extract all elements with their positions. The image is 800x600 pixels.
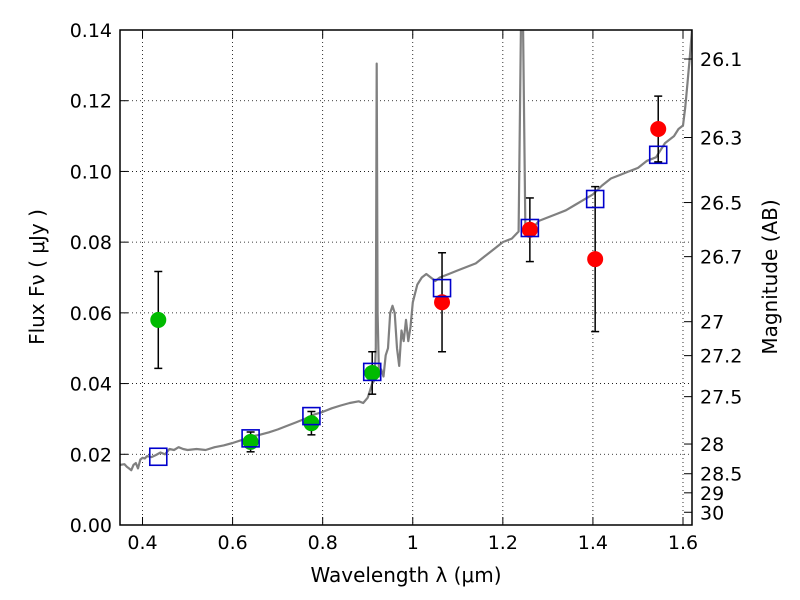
spectrum-line xyxy=(120,30,692,472)
y-tick-label: 0.08 xyxy=(70,232,112,254)
data-point xyxy=(364,364,381,381)
y2-tick-label: 26.5 xyxy=(700,193,742,215)
y2-tick-label: 27 xyxy=(700,312,724,334)
y-tick-label: 0.12 xyxy=(70,91,112,113)
y2-tick-label: 30 xyxy=(700,502,724,524)
data-point xyxy=(150,311,167,328)
model-point xyxy=(302,406,321,426)
x-tick-label: 0.6 xyxy=(217,532,247,554)
x-tick-label: 0.4 xyxy=(127,532,157,554)
data-point xyxy=(242,433,259,450)
data-point xyxy=(650,121,667,137)
model-point xyxy=(148,447,168,467)
x-tick-label: 1.4 xyxy=(578,532,608,554)
plot-background xyxy=(120,30,692,525)
data-point xyxy=(434,294,451,311)
x-tick-label: 1.6 xyxy=(668,532,698,554)
model-point xyxy=(432,278,452,298)
x-tick-label: 0.8 xyxy=(308,532,338,554)
data-layer xyxy=(120,30,692,472)
y2-tick-label: 29 xyxy=(700,483,724,505)
y-tick-label: 0.10 xyxy=(70,161,112,183)
y-tick-label: 0.00 xyxy=(70,515,112,537)
y-axis-label: Flux Fν ( μJy ) xyxy=(25,209,49,345)
model-point xyxy=(585,189,605,209)
model-point xyxy=(362,362,382,382)
y-tick-label: 0.06 xyxy=(70,303,112,325)
y2-axis-label: Magnitude (AB) xyxy=(758,199,782,354)
y2-tick-label: 26.7 xyxy=(700,247,742,269)
y2-tick-label: 26.1 xyxy=(700,49,742,71)
y2-tick-label: 28.5 xyxy=(700,464,742,486)
y-tick-label: 0.14 xyxy=(70,20,112,42)
y2-tick-label: 27.2 xyxy=(700,346,742,368)
x-tick-label: 1 xyxy=(407,532,419,554)
data-point xyxy=(303,415,320,432)
y-tick-label: 0.02 xyxy=(70,444,112,466)
model-point xyxy=(648,145,668,165)
marker-layer xyxy=(148,95,668,467)
plot-frame xyxy=(119,29,693,526)
data-point xyxy=(521,221,538,238)
x-tick-label: 1.2 xyxy=(488,532,518,554)
model-point xyxy=(520,218,540,238)
ticks: 0.4 0.6 0.8 1 1.2 1.4 1.6 0.00 0.02 0.04 0.06 0.08 0… xyxy=(70,20,743,554)
x-axis-label: Wavelength λ (μm) xyxy=(310,563,501,587)
y2-tick-label: 27.5 xyxy=(700,387,742,409)
y-tick-label: 0.04 xyxy=(70,374,112,396)
data-point xyxy=(587,251,604,268)
model-point xyxy=(241,429,260,448)
y2-tick-label: 28 xyxy=(700,434,724,456)
y2-tick-label: 26.3 xyxy=(700,127,742,149)
